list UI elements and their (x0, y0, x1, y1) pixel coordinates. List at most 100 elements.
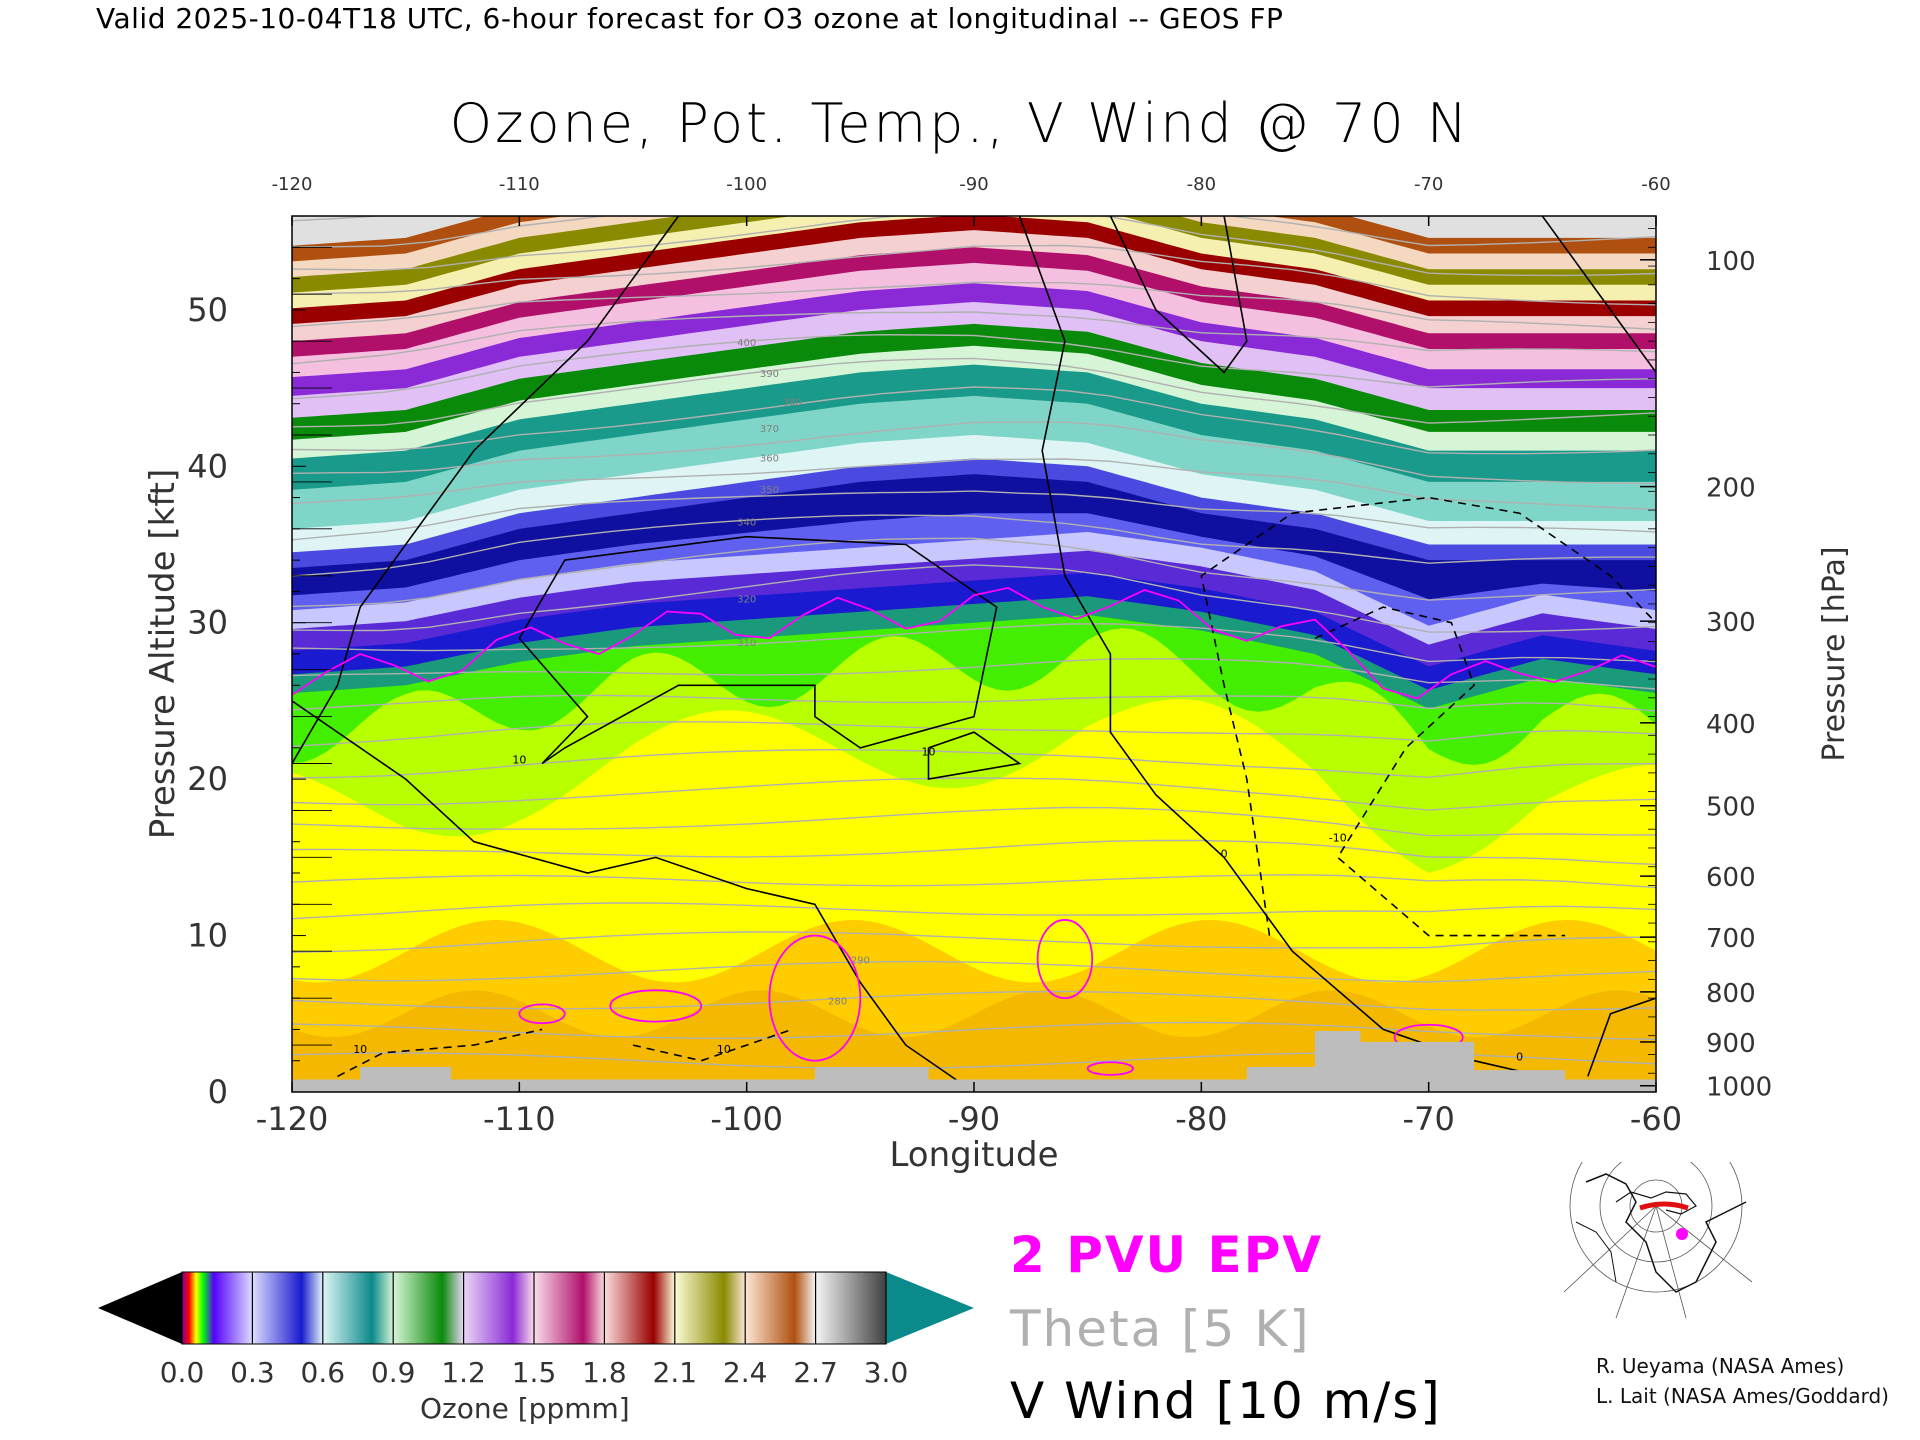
theta-line (292, 839, 1656, 866)
theta-line (292, 658, 1656, 690)
pressure-tick-label: 200 (1706, 474, 1756, 504)
x-tick-top-label: -120 (272, 174, 313, 195)
x-axis-label: Longitude (889, 1135, 1058, 1175)
epv-blob (609, 989, 703, 1023)
x-tick-top-label: -100 (726, 174, 767, 195)
x-tick-label: -110 (483, 1100, 556, 1138)
theta-line (292, 216, 1656, 277)
inset-polar-map (1563, 1162, 1753, 1318)
terrain-area (292, 1031, 1656, 1092)
epv-blob (1086, 1061, 1135, 1076)
theta-line (292, 694, 1656, 712)
epv-contour (292, 586, 1656, 1076)
colorbar-tick-label: 0.9 (371, 1356, 416, 1389)
y-axis-label-left: Pressure Altitude [kft] (143, 469, 183, 840)
theta-label: 290 (851, 956, 870, 967)
x-tick-label: -80 (1175, 1100, 1227, 1138)
colorbar-tick-label: 0.3 (230, 1356, 275, 1389)
theta-label: 320 (737, 594, 756, 605)
pressure-tick-label: 300 (1706, 608, 1756, 638)
credit-line-1: R. Ueyama (NASA Ames) (1596, 1354, 1845, 1378)
wind-line (1200, 496, 1656, 936)
wind-label: 10 (717, 1043, 731, 1056)
x-tick-label: -60 (1630, 1100, 1682, 1138)
theta-label: 310 (737, 638, 756, 649)
wind-line (292, 700, 975, 1092)
wind-line (1109, 216, 1248, 374)
legend-theta: Theta [5 K] (1010, 1300, 1311, 1358)
wind-line (632, 1028, 793, 1062)
wind-line (518, 535, 998, 765)
x-tick-label: -100 (710, 1100, 783, 1138)
colorbar-tick-label: 2.1 (653, 1356, 698, 1389)
theta-line (292, 1021, 1656, 1041)
pressure-tick-label: 400 (1706, 710, 1756, 740)
wind-label: -10 (1329, 832, 1347, 845)
theta-line (292, 990, 1656, 1011)
theta-label: 350 (760, 485, 779, 496)
header-text: Valid 2025-10-04T18 UTC, 6-hour forecast… (96, 2, 1284, 35)
pressure-tick-label: 600 (1706, 863, 1756, 893)
colorbar-tick-label: 0.0 (160, 1356, 205, 1389)
x-tick-top-label: -80 (1187, 174, 1216, 195)
theta-line (292, 564, 1656, 633)
wind-line (927, 731, 1022, 781)
colorbar-tick-label: 2.4 (723, 1356, 768, 1389)
pressure-tick-label: 100 (1706, 247, 1756, 277)
colorbar-tick-label: 2.7 (793, 1356, 838, 1389)
ozone-field (292, 216, 1656, 1092)
theta-line (292, 244, 1656, 306)
legend-wind: V Wind [10 m/s] (1010, 1372, 1442, 1430)
wind-line (1018, 216, 1543, 1078)
theta-line (292, 357, 1656, 428)
theta-line (292, 873, 1656, 889)
theta-line (292, 458, 1656, 511)
colorbar-tick-label: 1.8 (582, 1356, 627, 1389)
theta-label: 380 (783, 397, 802, 408)
y-tick-label: 50 (187, 291, 228, 329)
pressure-tick-label: 800 (1706, 979, 1756, 1009)
wind-label: 10 (922, 746, 936, 759)
theta-line (292, 623, 1656, 663)
colorbar-tick-label: 0.6 (301, 1356, 346, 1389)
theta-line (292, 777, 1656, 811)
colorbar-label: Ozone [ppmm] (420, 1392, 630, 1425)
x-axis-top: -120 -110 -100 -90 -80 -70 -60 (272, 174, 1671, 226)
colorbar-tick-label: 1.2 (441, 1356, 486, 1389)
theta-line (292, 931, 1656, 953)
colorbar-high-arrow (886, 1272, 974, 1344)
wind-line (1541, 216, 1656, 373)
theta-label: 400 (737, 338, 756, 349)
colorbar-tick-label: 1.5 (512, 1356, 557, 1389)
credit-line-2: L. Lait (NASA Ames/Goddard) (1596, 1384, 1889, 1408)
x-tick-label: -120 (256, 1100, 329, 1138)
theta-line (292, 386, 1656, 455)
pressure-tick-label: 700 (1706, 924, 1756, 954)
epv-blob (1036, 919, 1094, 1000)
x-tick-top-label: -70 (1414, 174, 1443, 195)
y-tick-label: 20 (187, 760, 228, 798)
chart-title: Ozone, Pot. Temp., V Wind @ 70 N (449, 92, 1471, 155)
x-tick-top-label: -60 (1641, 174, 1670, 195)
epv-blob (518, 1003, 566, 1025)
wind-label: 10 (512, 754, 526, 767)
theta-line (292, 806, 1656, 837)
theta-label: 390 (760, 369, 779, 380)
epv-line (292, 586, 1656, 700)
x-tick-label: -90 (948, 1100, 1000, 1138)
legend-epv: 2 PVU EPV (1010, 1226, 1324, 1284)
y-tick-label: 30 (187, 604, 228, 642)
x-axis: -120 -110 -100 -90 -80 -70 -60 (256, 1082, 1682, 1138)
wind-label: 0 (1516, 1051, 1523, 1064)
pressure-tick-label: 500 (1706, 793, 1756, 823)
x-tick-label: -70 (1403, 1100, 1455, 1138)
x-tick-top-label: -110 (499, 174, 540, 195)
y-axis-label-right: Pressure [hPa] (1817, 546, 1852, 761)
wind-line (1587, 997, 1656, 1077)
theta-line (292, 421, 1656, 485)
y-tick-label: 0 (208, 1073, 228, 1111)
y-tick-label: 40 (187, 447, 228, 485)
theta-label: 370 (760, 424, 779, 435)
theta-line (292, 902, 1656, 920)
